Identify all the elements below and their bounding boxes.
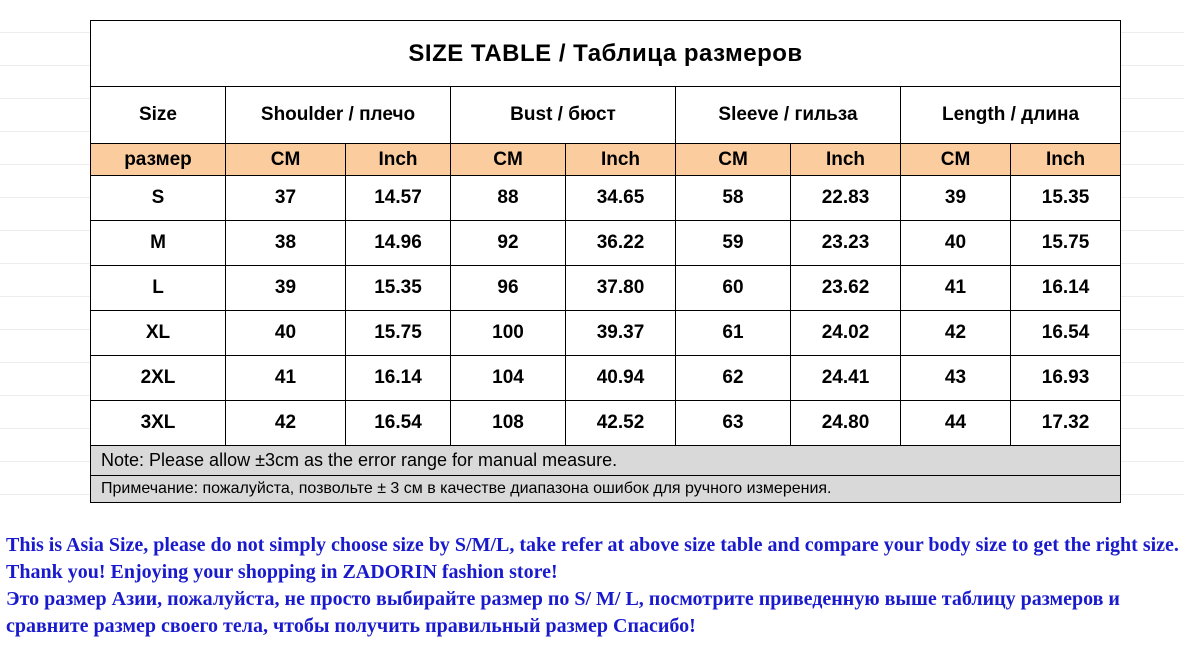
measurement-cell: 108	[450, 400, 566, 446]
size-label-cell: XL	[90, 310, 226, 356]
note-text-russian: Примечание: пожалуйста, позвольте ± 3 см…	[89, 475, 1122, 503]
size-table: SIZE TABLE / Таблица размеров Size Shoul…	[89, 20, 1122, 503]
measurement-cell: 14.96	[345, 220, 451, 266]
unit-header-row: размер CM Inch CM Inch CM Inch CM Inch	[90, 143, 1122, 176]
measurement-cell: 16.54	[1009, 310, 1122, 356]
measurement-cell: 17.32	[1009, 400, 1122, 446]
measurement-cell: 24.41	[790, 355, 901, 401]
measurement-cell: 37.80	[565, 265, 676, 311]
size-table-body: S 37 14.57 88 34.65 58 22.83 39 15.35 M 38 14.96 92 3…	[90, 175, 1122, 446]
column-header-length: Length / длина	[899, 86, 1122, 144]
unit-header-inch: Inch	[1009, 143, 1122, 176]
measurement-cell: 62	[675, 355, 791, 401]
table-row: XL 40 15.75 100 39.37 61 24.02 42 16.54	[90, 310, 1122, 356]
measurement-cell: 96	[450, 265, 566, 311]
column-header-size: Size	[90, 86, 226, 144]
measurement-cell: 41	[225, 355, 346, 401]
measurement-cell: 15.75	[345, 310, 451, 356]
table-row: L 39 15.35 96 37.80 60 23.62 41 16.14	[90, 265, 1122, 311]
unit-header-size-ru: размер	[90, 143, 226, 176]
measurement-cell: 24.80	[790, 400, 901, 446]
note-row-english: Note: Please allow ±3cm as the error ran…	[89, 445, 1122, 476]
unit-header-cm: CM	[225, 143, 346, 176]
measurement-cell: 63	[675, 400, 791, 446]
unit-header-inch: Inch	[345, 143, 451, 176]
measurement-cell: 42	[225, 400, 346, 446]
size-label-cell: M	[90, 220, 226, 266]
unit-header-inch: Inch	[790, 143, 901, 176]
measurement-cell: 41	[900, 265, 1011, 311]
measurement-cell: 39	[900, 175, 1011, 221]
measurement-cell: 16.14	[1009, 265, 1122, 311]
measurement-cell: 14.57	[345, 175, 451, 221]
measurement-cell: 59	[675, 220, 791, 266]
measurement-cell: 42	[900, 310, 1011, 356]
measurement-cell: 60	[675, 265, 791, 311]
column-header-shoulder: Shoulder / плечо	[225, 86, 451, 144]
size-label-cell: 3XL	[90, 400, 226, 446]
unit-header-cm: CM	[450, 143, 566, 176]
table-row: 2XL 41 16.14 104 40.94 62 24.41 43 16.93	[90, 355, 1122, 401]
measurement-cell: 23.23	[790, 220, 901, 266]
measurement-cell: 100	[450, 310, 566, 356]
measurement-cell: 40	[900, 220, 1011, 266]
measurement-cell: 88	[450, 175, 566, 221]
measurement-cell: 61	[675, 310, 791, 356]
measurement-cell: 38	[225, 220, 346, 266]
measurement-cell: 36.22	[565, 220, 676, 266]
unit-header-cm: CM	[675, 143, 791, 176]
measurement-cell: 16.54	[345, 400, 451, 446]
title-row: SIZE TABLE / Таблица размеров	[89, 20, 1122, 87]
measurement-cell: 34.65	[565, 175, 676, 221]
measurement-cell: 43	[900, 355, 1011, 401]
footer-disclaimer: This is Asia Size, please do not simply …	[6, 532, 1180, 640]
table-row: S 37 14.57 88 34.65 58 22.83 39 15.35	[90, 175, 1122, 221]
table-row: 3XL 42 16.54 108 42.52 63 24.80 44 17.32	[90, 400, 1122, 446]
measurement-cell: 37	[225, 175, 346, 221]
measurement-cell: 23.62	[790, 265, 901, 311]
measurement-cell: 40	[225, 310, 346, 356]
column-header-sleeve: Sleeve / гильза	[675, 86, 901, 144]
footer-disclaimer-english: This is Asia Size, please do not simply …	[6, 534, 1179, 583]
measurement-cell: 92	[450, 220, 566, 266]
measurement-cell: 39	[225, 265, 346, 311]
measurement-cell: 40.94	[565, 355, 676, 401]
unit-header-inch: Inch	[565, 143, 676, 176]
column-header-row: Size Shoulder / плечо Bust / бюст Sleeve…	[90, 86, 1122, 144]
size-label-cell: 2XL	[90, 355, 226, 401]
unit-header-cm: CM	[900, 143, 1011, 176]
size-label-cell: L	[90, 265, 226, 311]
measurement-cell: 24.02	[790, 310, 901, 356]
measurement-cell: 42.52	[565, 400, 676, 446]
measurement-cell: 15.35	[1009, 175, 1122, 221]
measurement-cell: 39.37	[565, 310, 676, 356]
measurement-cell: 44	[900, 400, 1011, 446]
size-label-cell: S	[90, 175, 226, 221]
footer-disclaimer-russian: Это размер Азии, пожалуйста, не просто в…	[6, 588, 1120, 637]
table-row: M 38 14.96 92 36.22 59 23.23 40 15.75	[90, 220, 1122, 266]
note-text-english: Note: Please allow ±3cm as the error ran…	[89, 445, 1122, 476]
column-header-bust: Bust / бюст	[450, 86, 676, 144]
measurement-cell: 15.75	[1009, 220, 1122, 266]
measurement-cell: 15.35	[345, 265, 451, 311]
note-row-russian: Примечание: пожалуйста, позвольте ± 3 см…	[89, 475, 1122, 503]
measurement-cell: 16.14	[345, 355, 451, 401]
measurement-cell: 104	[450, 355, 566, 401]
measurement-cell: 22.83	[790, 175, 901, 221]
table-title: SIZE TABLE / Таблица размеров	[89, 20, 1122, 87]
measurement-cell: 58	[675, 175, 791, 221]
measurement-cell: 16.93	[1009, 355, 1122, 401]
